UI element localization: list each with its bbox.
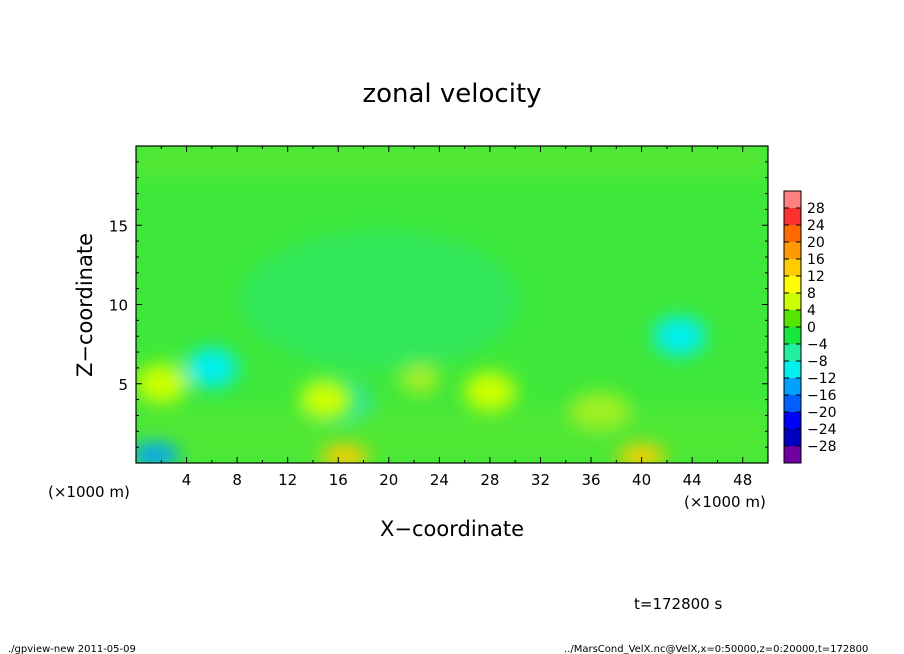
- colorbar-swatch: [784, 412, 801, 429]
- x-tick-label: 32: [531, 471, 550, 489]
- colorbar-swatch: [784, 344, 801, 361]
- heatmap-field: [136, 146, 768, 463]
- colorbar-swatch: [784, 361, 801, 378]
- footer-left: ./gpview-new 2011-05-09: [8, 644, 136, 654]
- colorbar-swatch: [784, 259, 801, 276]
- colorbar-label: −8: [807, 354, 828, 370]
- field-feature-5: [653, 316, 706, 357]
- x-unit-right: (×1000 m): [684, 493, 766, 511]
- colorbar-swatch: [784, 429, 801, 446]
- x-axis-title: X−coordinate: [380, 517, 524, 541]
- x-tick-label: 48: [733, 471, 752, 489]
- x-tick-label: 36: [581, 471, 600, 489]
- colorbar-swatch: [784, 378, 801, 395]
- colorbar-swatch: [784, 293, 801, 310]
- colorbar-label: −20: [807, 405, 837, 421]
- colorbar-swatch: [784, 446, 801, 463]
- x-tick-label: 40: [632, 471, 651, 489]
- colorbar-label: 28: [807, 201, 825, 217]
- time-label: t=172800 s: [634, 595, 722, 613]
- chart-title: zonal velocity: [362, 79, 541, 109]
- colorbar-swatch: [784, 191, 801, 208]
- x-tick-label: 20: [379, 471, 398, 489]
- colorbar-label: 8: [807, 286, 816, 302]
- colorbar-label: 24: [807, 218, 825, 234]
- colorbar-label: −16: [807, 388, 837, 404]
- colorbar-label: −24: [807, 422, 837, 438]
- colorbar-swatch: [784, 225, 801, 242]
- field-cool-patch: [240, 230, 520, 370]
- colorbar-label: 4: [807, 303, 816, 319]
- x-unit-left: (×1000 m): [48, 483, 130, 501]
- colorbar-swatch: [784, 310, 801, 327]
- colorbar-label: −4: [807, 337, 828, 353]
- colorbar-swatch: [784, 208, 801, 225]
- field-feature-3: [136, 363, 188, 404]
- x-ticks: 4 8 12 16 20 24 28 32 36 40 44 48: [160, 146, 752, 489]
- colorbar-label: 0: [807, 320, 816, 336]
- y-tick-label: 10: [109, 297, 128, 315]
- field-feature-0: [136, 443, 179, 463]
- y-tick-label: 15: [109, 217, 128, 235]
- y-ticks: 5 10 15: [109, 161, 768, 448]
- field-feature-2: [617, 444, 666, 463]
- x-tick-label: 44: [683, 471, 702, 489]
- x-tick-label: 4: [182, 471, 192, 489]
- colorbar-label: 12: [807, 269, 825, 285]
- colorbar-swatch: [784, 395, 801, 412]
- colorbar-swatch: [784, 242, 801, 259]
- field-warm-patch-b: [570, 392, 630, 428]
- field-feature-7: [463, 371, 516, 412]
- colorbar-label: 20: [807, 235, 825, 251]
- y-axis-title: Z−coordinate: [73, 233, 97, 377]
- colorbar-label: 16: [807, 252, 825, 268]
- footer-right: ../MarsCond_VelX.nc@VelX,x=0:50000,z=0:2…: [564, 644, 868, 654]
- x-tick-label: 24: [430, 471, 449, 489]
- colorbar-label: −12: [807, 371, 837, 387]
- x-tick-label: 28: [480, 471, 499, 489]
- x-tick-label: 16: [329, 471, 348, 489]
- field-band-bottom: [136, 410, 768, 463]
- field-feature-6: [299, 379, 352, 420]
- colorbar-swatch: [784, 327, 801, 344]
- x-tick-label: 8: [232, 471, 242, 489]
- field-feature-4: [185, 347, 238, 388]
- field-warm-patch-c: [400, 366, 440, 394]
- y-tick-label: 5: [118, 376, 128, 394]
- field-band-top: [136, 146, 768, 176]
- colorbar-label: −28: [807, 439, 837, 455]
- colorbar-swatch: [784, 276, 801, 293]
- x-tick-label: 12: [278, 471, 297, 489]
- field-feature-1: [320, 444, 369, 463]
